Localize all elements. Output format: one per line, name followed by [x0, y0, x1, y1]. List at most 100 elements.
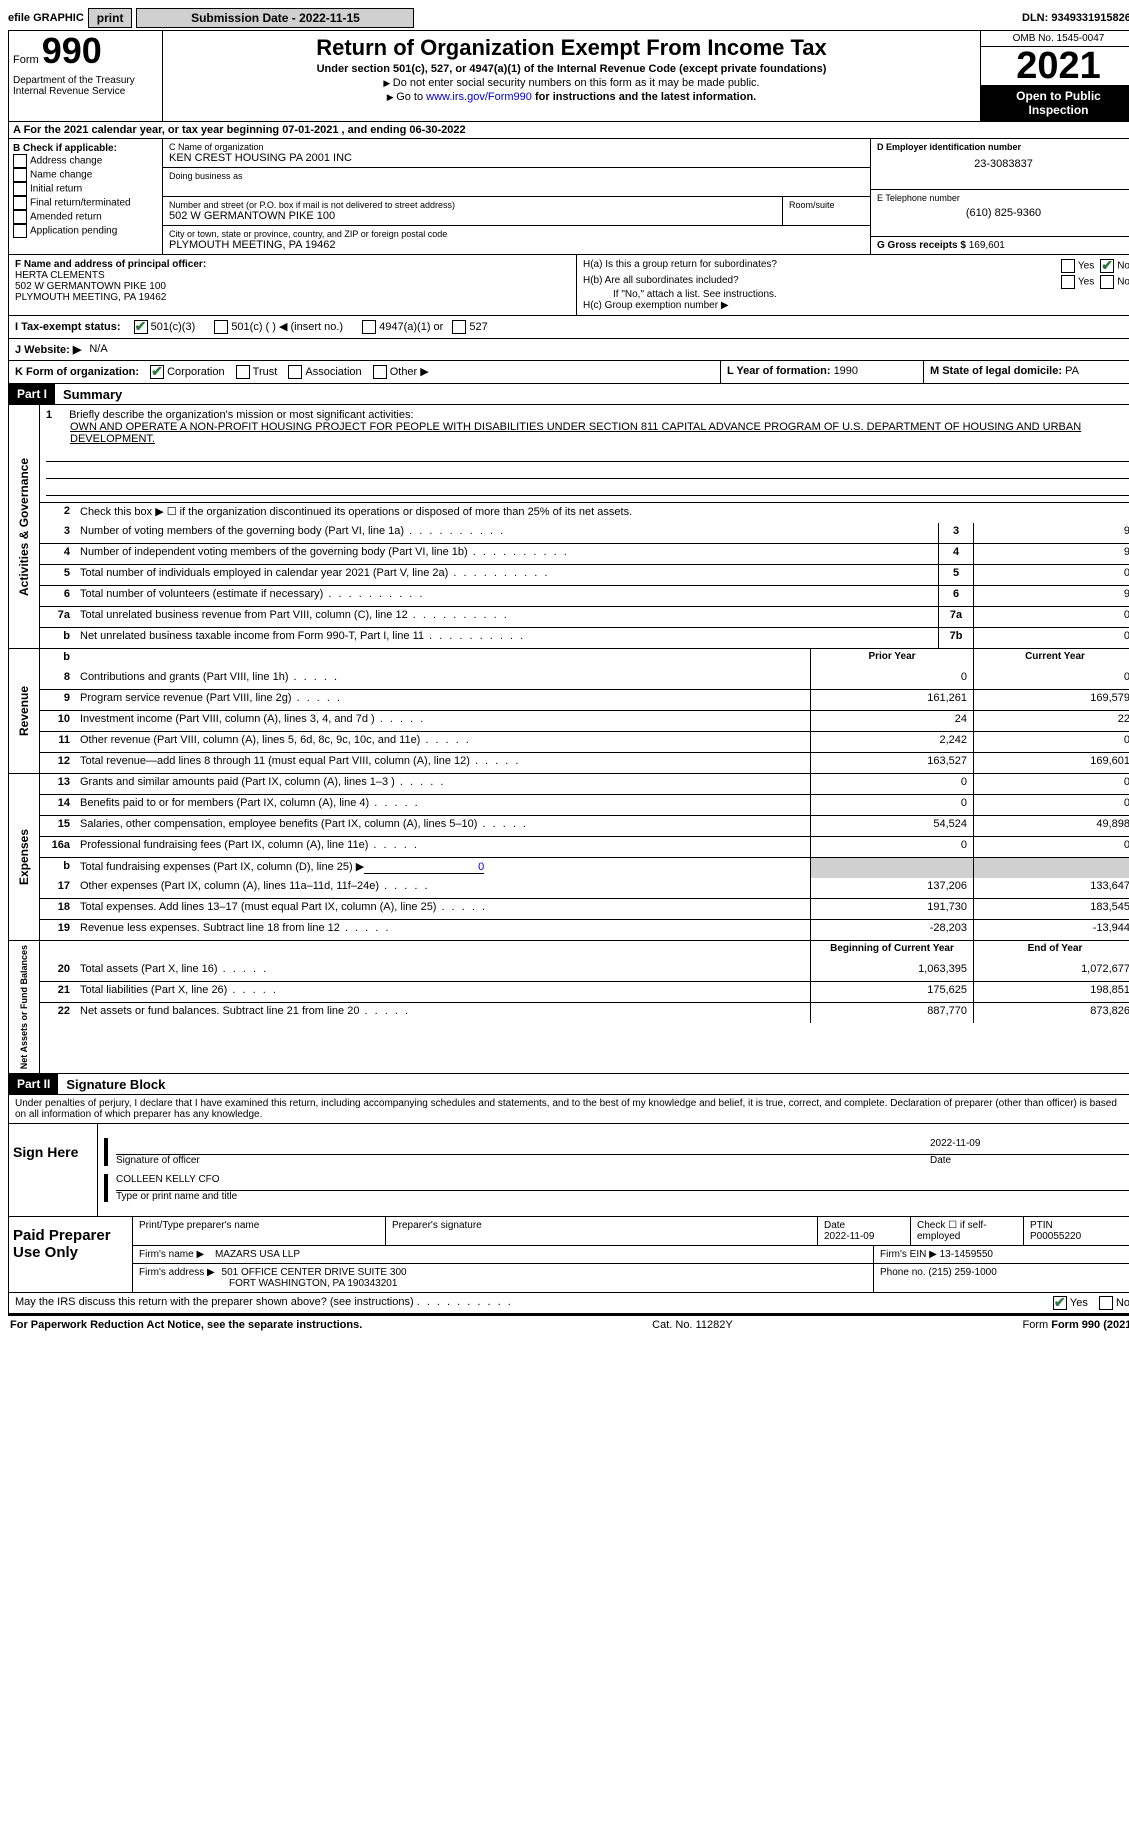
line-desc: Number of voting members of the governin…	[76, 523, 938, 543]
table-row: 7a Total unrelated business revenue from…	[40, 606, 1129, 627]
line-desc: Total liabilities (Part X, line 26)	[76, 982, 810, 1002]
form-word: Form	[13, 54, 39, 66]
j-value: N/A	[89, 343, 107, 356]
phone-value: (610) 825-9360	[877, 207, 1129, 219]
line-current-year: 22	[973, 711, 1129, 731]
chk-application-pending[interactable]: Application pending	[13, 224, 158, 238]
line-prior-year: 191,730	[810, 899, 973, 919]
chk-final-return[interactable]: Final return/terminated	[13, 196, 158, 210]
line-num: 16a	[40, 837, 76, 857]
line-prior-year: 24	[810, 711, 973, 731]
line-desc: Salaries, other compensation, employee b…	[76, 816, 810, 836]
chk-corp[interactable]: Corporation	[150, 366, 224, 378]
paperwork-notice: For Paperwork Reduction Act Notice, see …	[10, 1319, 362, 1331]
chk-4947[interactable]: 4947(a)(1) or	[362, 321, 443, 333]
table-row: 11 Other revenue (Part VIII, column (A),…	[40, 731, 1129, 752]
line-prior-year: 137,206	[810, 878, 973, 898]
ha-no[interactable]: No	[1100, 259, 1129, 273]
prior-year-header: Prior Year	[810, 649, 973, 669]
hb-no[interactable]: No	[1100, 275, 1129, 289]
street-label: Number and street (or P.O. box if mail i…	[169, 200, 776, 210]
chk-501c3[interactable]: 501(c)(3)	[134, 321, 196, 333]
top-bar: efile GRAPHIC print Submission Date - 20…	[8, 8, 1129, 28]
line-value: 9	[973, 523, 1129, 543]
chk-trust[interactable]: Trust	[236, 366, 278, 378]
line-prior-year: 163,527	[810, 753, 973, 773]
revenue-header-row: b Prior Year Current Year	[40, 649, 1129, 669]
line-desc: Number of independent voting members of …	[76, 544, 938, 564]
prep-name-label: Print/Type preparer's name	[139, 1220, 379, 1231]
dba-label: Doing business as	[169, 171, 864, 181]
officer-signature-line[interactable]: 2022-11-09	[116, 1138, 1129, 1155]
sig-date-label: Date	[930, 1155, 1129, 1166]
line-desc: Total revenue—add lines 8 through 11 (mu…	[76, 753, 810, 773]
line-num: 5	[40, 565, 76, 585]
hb-yes[interactable]: Yes	[1061, 275, 1094, 289]
note-ssn: Do not enter social security numbers on …	[171, 77, 972, 89]
gross-value: 169,601	[969, 240, 1005, 251]
line-desc: Other expenses (Part IX, column (A), lin…	[76, 878, 810, 898]
ein-value: 23-3083837	[877, 158, 1129, 170]
line-value: 9	[973, 544, 1129, 564]
line-desc: Total expenses. Add lines 13–17 (must eq…	[76, 899, 810, 919]
col-c-name-address: C Name of organization KEN CREST HOUSING…	[163, 139, 871, 254]
signature-block: Sign Here 2022-11-09 Signature of office…	[8, 1124, 1129, 1217]
line-current-year: 0	[973, 669, 1129, 689]
m-value: PA	[1065, 365, 1079, 377]
chk-initial-return[interactable]: Initial return	[13, 182, 158, 196]
line-value: 0	[973, 607, 1129, 627]
line-2: 2 Check this box ▶ ☐ if the organization…	[40, 502, 1129, 523]
line-16b-value: 0	[364, 861, 484, 874]
line-num: 19	[40, 920, 76, 940]
expenses-section: Expenses 13 Grants and similar amounts p…	[8, 774, 1129, 941]
line-current-year: 49,898	[973, 816, 1129, 836]
row-k-l-m: K Form of organization: Corporation Trus…	[8, 361, 1129, 384]
irs-text: Internal Revenue Service	[13, 86, 158, 97]
prep-phone-label: Phone no.	[880, 1267, 926, 1278]
subtitle: Under section 501(c), 527, or 4947(a)(1)…	[171, 63, 972, 75]
line-value: 0	[973, 628, 1129, 648]
ha-yes[interactable]: Yes	[1061, 259, 1094, 273]
discuss-no[interactable]: No	[1099, 1297, 1129, 1309]
open-public-inspection: Open to Public Inspection	[981, 85, 1129, 121]
org-name: KEN CREST HOUSING PA 2001 INC	[169, 152, 864, 164]
chk-assoc[interactable]: Association	[288, 366, 361, 378]
chk-527[interactable]: 527	[452, 321, 487, 333]
form-number: 990	[42, 30, 102, 71]
table-row: 6 Total number of volunteers (estimate i…	[40, 585, 1129, 606]
note-goto: Go to www.irs.gov/Form990 for instructio…	[171, 91, 972, 103]
discuss-yes[interactable]: Yes	[1053, 1297, 1088, 1309]
line-box-num: 4	[938, 544, 973, 564]
chk-name-change[interactable]: Name change	[13, 168, 158, 182]
revenue-section: Revenue b Prior Year Current Year 8 Cont…	[8, 649, 1129, 774]
chk-501c[interactable]: 501(c) ( ) ◀ (insert no.)	[214, 321, 343, 333]
side-label-governance: Activities & Governance	[9, 405, 40, 648]
sign-here-label: Sign Here	[9, 1124, 98, 1216]
chk-other[interactable]: Other ▶	[373, 366, 429, 378]
line-2-num: 2	[40, 503, 76, 523]
line-num: 22	[40, 1003, 76, 1023]
irs-link[interactable]: www.irs.gov/Form990	[426, 91, 532, 103]
line-current-year: 1,072,677	[973, 961, 1129, 981]
net-header-row: Beginning of Current Year End of Year	[40, 941, 1129, 961]
table-row: 14 Benefits paid to or for members (Part…	[40, 794, 1129, 815]
cat-number: Cat. No. 11282Y	[652, 1319, 733, 1331]
line-desc: Grants and similar amounts paid (Part IX…	[76, 774, 810, 794]
prep-sig-label: Preparer's signature	[392, 1220, 811, 1231]
line-desc: Total number of individuals employed in …	[76, 565, 938, 585]
line-current-year: 169,579	[973, 690, 1129, 710]
table-row: 12 Total revenue—add lines 8 through 11 …	[40, 752, 1129, 773]
table-row: 9 Program service revenue (Part VIII, li…	[40, 689, 1129, 710]
chk-address-change[interactable]: Address change	[13, 154, 158, 168]
section-a-tax-year: A For the 2021 calendar year, or tax yea…	[8, 122, 1129, 139]
form-id-box: Form 990 Department of the Treasury Inte…	[9, 31, 163, 121]
officer-label: F Name and address of principal officer:	[15, 259, 570, 270]
submission-date: Submission Date - 2022-11-15	[136, 8, 414, 28]
part-2-badge: Part II	[9, 1074, 58, 1094]
chk-amended-return[interactable]: Amended return	[13, 210, 158, 224]
discuss-text: May the IRS discuss this return with the…	[15, 1296, 414, 1308]
prep-self-employed-check[interactable]: Check ☐ if self-employed	[911, 1217, 1024, 1245]
line-num: 18	[40, 899, 76, 919]
printed-name-label: Type or print name and title	[116, 1191, 1129, 1202]
print-button[interactable]: print	[88, 8, 133, 28]
